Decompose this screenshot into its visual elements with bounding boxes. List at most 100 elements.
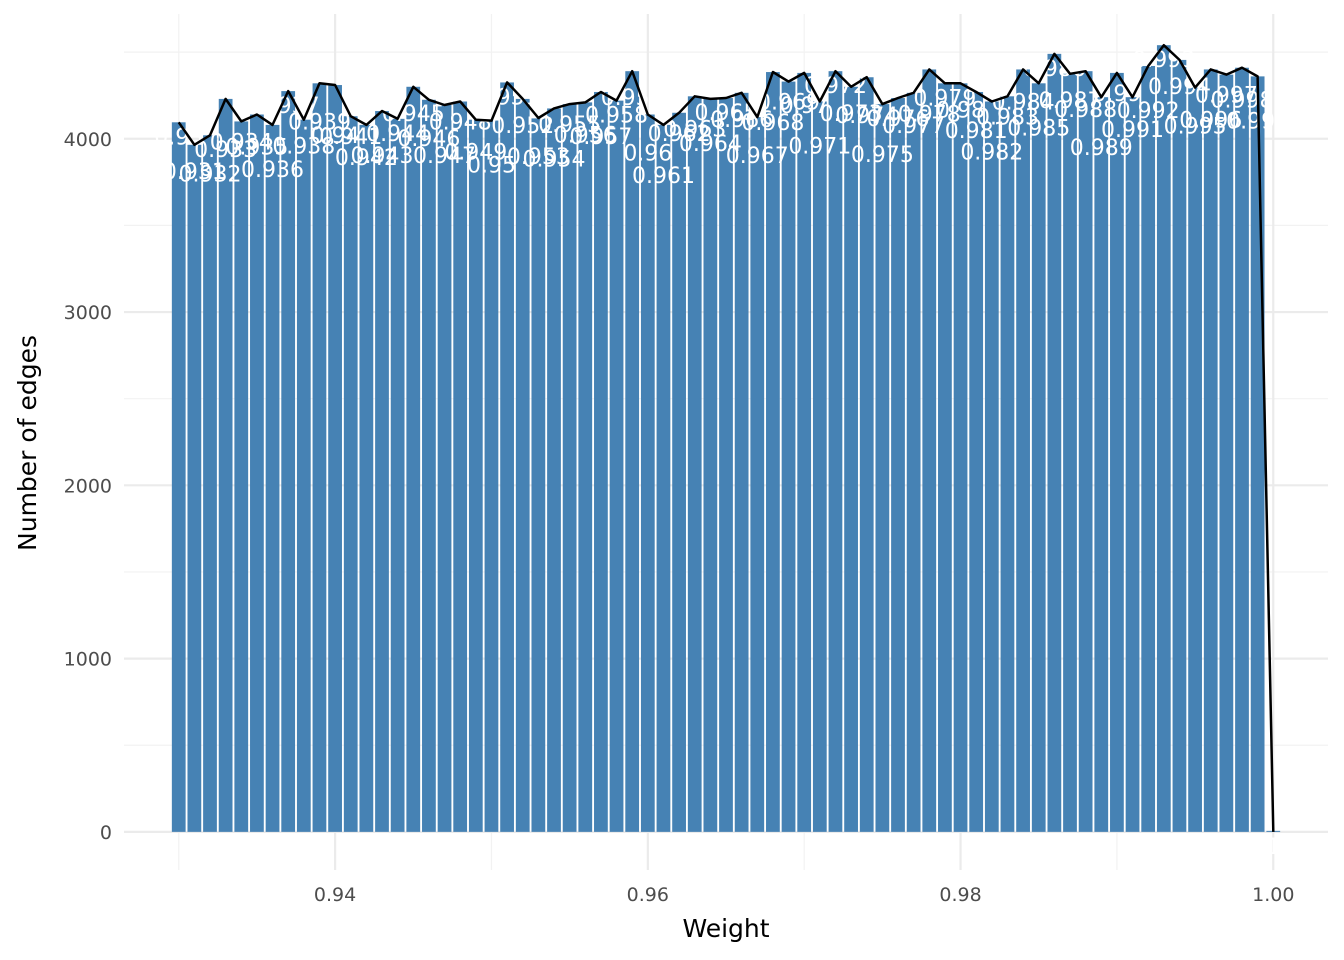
bar-value-label: 0.961 xyxy=(632,164,695,189)
histogram-bar xyxy=(734,92,749,832)
histogram-bar xyxy=(609,100,624,832)
bar-value-label: 0.998 xyxy=(1211,89,1274,114)
histogram-bar xyxy=(1094,97,1109,832)
histogram-bar xyxy=(891,98,905,832)
histogram-bar xyxy=(1156,45,1171,832)
bar-value-label: 0.952 xyxy=(491,114,554,139)
histogram-bar xyxy=(953,83,968,832)
histogram-bar xyxy=(969,91,984,832)
histogram-bar xyxy=(1219,74,1234,832)
bar-value-label: 0.969 xyxy=(757,91,820,116)
y-tick-label: 3000 xyxy=(64,302,112,324)
histogram-bar xyxy=(922,69,937,832)
bar-value-label: 0.979 xyxy=(913,86,976,111)
histogram-bar xyxy=(218,98,233,832)
bar-value-label: 0.946 xyxy=(397,127,460,152)
bar-value-label: 0.963 xyxy=(663,117,726,142)
histogram-bar xyxy=(171,122,186,832)
bar-value-label: 0.956 xyxy=(554,123,617,148)
histogram-bar xyxy=(1235,67,1249,832)
histogram-bar xyxy=(750,117,765,832)
trend-line xyxy=(177,43,1275,832)
bar-value-label: 0.957 xyxy=(569,125,632,150)
bars xyxy=(171,45,1281,832)
histogram-bar xyxy=(984,101,999,832)
histogram-bar xyxy=(484,120,499,832)
bar-value-label: 0.954 xyxy=(523,147,586,172)
bar-value-label: 0.964 xyxy=(679,132,742,157)
x-tick-label: 1.00 xyxy=(1252,884,1294,906)
histogram-bar xyxy=(719,98,733,832)
bar-value-label: 0.967 xyxy=(726,144,789,169)
axis-ticks: 0.94 0.96 0.98 1.00 0 1000 2000 3000 4000 xyxy=(64,129,1295,906)
histogram-bar xyxy=(625,71,640,832)
histogram-bar xyxy=(1141,65,1156,832)
histogram-bar xyxy=(234,121,249,832)
bar-value-label: 0.991 xyxy=(1101,118,1164,143)
histogram-bar xyxy=(343,116,358,832)
bar-value-label: 0.989 xyxy=(1070,136,1133,161)
histogram-bar xyxy=(1000,96,1015,832)
bar-value-label: 0.971 xyxy=(788,135,851,160)
bar-value-label: 0.947 xyxy=(413,144,476,169)
bar-value-label: 0.974 xyxy=(835,104,898,129)
bar-value-label: 0.996 xyxy=(1179,108,1242,133)
histogram-bar xyxy=(312,83,327,832)
bar-value-label: 0.955 xyxy=(538,113,601,138)
histogram-bar xyxy=(1031,83,1046,832)
histogram-bar xyxy=(296,119,311,832)
bar-value-label: 0.992 xyxy=(1117,99,1180,124)
y-axis-title: Number of edges xyxy=(13,335,42,551)
bar-value-label: 0.932 xyxy=(179,162,242,187)
histogram-bar xyxy=(328,85,342,832)
bar-value-label: 0.945 xyxy=(382,102,445,127)
bar-value-label: 0.934 xyxy=(210,130,273,155)
histogram-bar xyxy=(875,104,890,832)
histogram-bar xyxy=(859,77,874,832)
bar-value-label: 0.973 xyxy=(820,102,883,127)
histogram-bar xyxy=(562,104,577,832)
bar-value-label: 0.987 xyxy=(1039,89,1102,114)
bar-value-label: 0.935 xyxy=(225,136,288,161)
histogram-bar xyxy=(1125,97,1140,832)
histogram-bar xyxy=(453,101,468,832)
histogram-bar xyxy=(1047,53,1062,832)
bar-value-label: 0.953 xyxy=(507,145,570,170)
x-tick-label: 0.94 xyxy=(314,884,356,906)
histogram-bar xyxy=(672,112,686,832)
histogram-bar xyxy=(375,111,389,832)
bar-value-label: 0.936 xyxy=(241,158,304,183)
histogram-bar xyxy=(265,124,280,832)
histogram-bar xyxy=(1188,87,1202,832)
bar-value-label: 0.958 xyxy=(585,104,648,129)
histogram-bar xyxy=(390,118,405,832)
bar-value-label: 0.95 xyxy=(467,154,516,179)
bar-value-label: 0.984 xyxy=(992,90,1055,115)
bar-value-label: 0.942 xyxy=(335,146,398,171)
bar-value-label: 0.941 xyxy=(319,125,382,150)
histogram-bar xyxy=(1250,76,1265,832)
bar-value-label: 1 xyxy=(1266,835,1280,860)
bar-value-label: 0.96 xyxy=(623,142,672,167)
histogram-bar xyxy=(766,72,780,832)
bar-value-label: 0.975 xyxy=(851,143,914,168)
histogram-bar xyxy=(703,98,718,832)
bar-value-label: 0.949 xyxy=(444,141,507,166)
histogram-bar xyxy=(500,82,514,832)
bar-value-label: 0.938 xyxy=(272,135,335,160)
bar-value-label: 0.943 xyxy=(351,144,414,169)
bar-value-label: 0.968 xyxy=(741,111,804,136)
bar-value-label: 0.982 xyxy=(960,141,1023,166)
histogram-bar xyxy=(687,96,702,832)
bar-value-label: 0.98 xyxy=(936,98,985,123)
histogram-bar xyxy=(1016,69,1030,832)
y-tick-label: 4000 xyxy=(64,129,112,151)
histogram-bar xyxy=(203,135,217,832)
x-tick-label: 0.96 xyxy=(627,884,669,906)
histogram-bar xyxy=(828,71,843,832)
histogram-bar xyxy=(812,101,827,832)
y-tick-label: 0 xyxy=(100,822,112,844)
bar-value-label: 0.972 xyxy=(804,74,867,99)
histogram-bar xyxy=(406,86,421,832)
histogram-bar xyxy=(250,114,264,832)
